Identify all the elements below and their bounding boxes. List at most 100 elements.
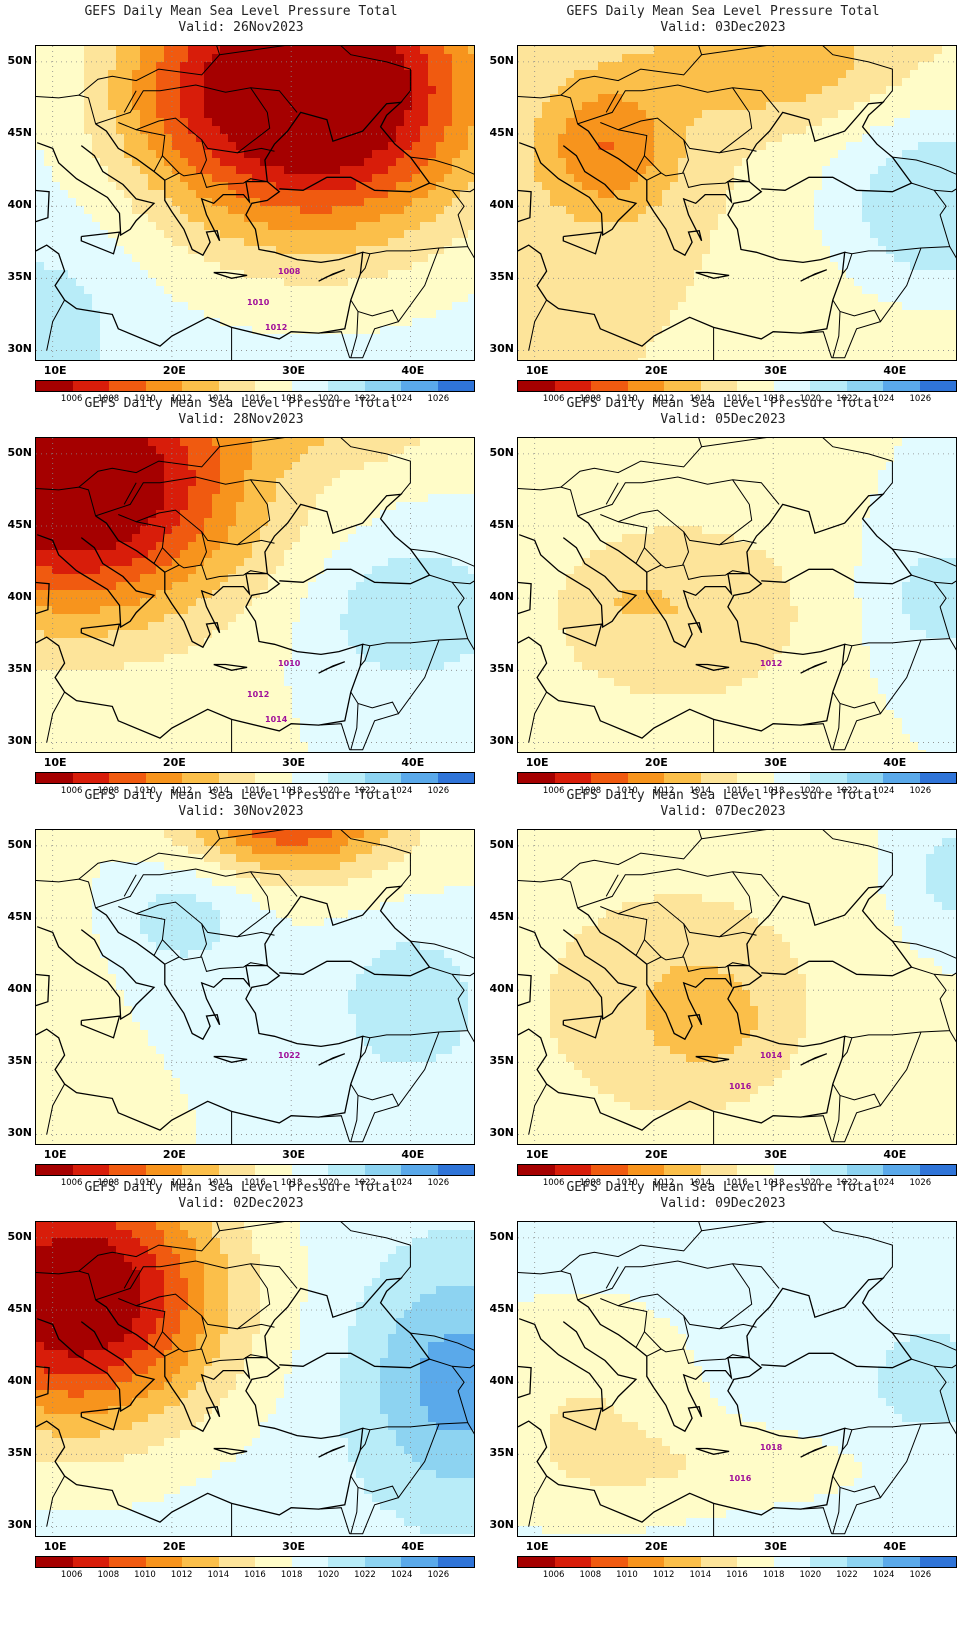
lon-label: 20E bbox=[162, 1540, 186, 1553]
panel-title: GEFS Daily Mean Sea Level Pressure Total bbox=[566, 4, 880, 19]
coastline bbox=[213, 663, 248, 671]
coastline bbox=[36, 515, 364, 739]
colorbar-label: 1022 bbox=[354, 786, 376, 796]
lat-label: 40N bbox=[7, 982, 32, 996]
lat-label: 45N bbox=[7, 518, 32, 532]
map-panel: GEFS Daily Mean Sea Level Pressure Total… bbox=[0, 784, 482, 1194]
country-border bbox=[136, 521, 180, 566]
panel-valid-date: Valid: 09Dec2023 bbox=[660, 1196, 786, 1211]
colorbar-swatch bbox=[773, 1165, 810, 1175]
country-border bbox=[701, 438, 767, 448]
country-border bbox=[618, 521, 662, 566]
country-border bbox=[719, 539, 757, 546]
country-border bbox=[577, 1260, 753, 1330]
lon-label: 40E bbox=[883, 1540, 907, 1553]
colorbar-label: 1018 bbox=[280, 1570, 303, 1580]
colorbar-swatch bbox=[437, 1165, 474, 1175]
colorbar-swatch bbox=[664, 1557, 701, 1567]
country-border bbox=[78, 1222, 221, 1272]
colorbar-swatch bbox=[364, 381, 401, 391]
colorbar-swatch bbox=[182, 1165, 219, 1175]
colorbar-label: 1014 bbox=[207, 1570, 230, 1580]
country-border bbox=[719, 1323, 757, 1330]
country-border bbox=[617, 547, 645, 565]
colorbar-swatch bbox=[401, 1557, 438, 1567]
colorbar-swatch bbox=[109, 1165, 146, 1175]
colorbar-swatch bbox=[364, 1557, 401, 1567]
colorbar-label: 1016 bbox=[726, 786, 748, 796]
colorbar-label: 1008 bbox=[579, 1178, 602, 1188]
colorbar-label: 1010 bbox=[616, 1570, 638, 1580]
lat-label: 40N bbox=[7, 590, 32, 604]
lat-label: 30N bbox=[489, 1518, 514, 1532]
country-border bbox=[78, 830, 221, 880]
colorbar-swatch bbox=[72, 381, 109, 391]
coastline bbox=[36, 581, 50, 615]
lat-label: 50N bbox=[7, 1229, 32, 1243]
country-border bbox=[701, 46, 767, 56]
country-border bbox=[200, 923, 208, 958]
lat-label: 30N bbox=[7, 734, 32, 748]
country-border bbox=[340, 830, 411, 887]
colorbar-swatch bbox=[291, 1557, 328, 1567]
pressure-field bbox=[36, 1222, 474, 1536]
lon-label: 40E bbox=[883, 756, 907, 769]
colorbar-swatch bbox=[145, 773, 182, 783]
pressure-map: 1018 1016 bbox=[517, 1221, 957, 1537]
country-border bbox=[164, 564, 268, 580]
colorbar-label: 1016 bbox=[726, 394, 748, 404]
country-border bbox=[800, 1507, 833, 1534]
lon-label: 10E bbox=[525, 1540, 549, 1553]
coastline bbox=[800, 1445, 828, 1458]
country-border bbox=[719, 147, 757, 154]
pressure-map: 1010 1012 1014 bbox=[35, 437, 475, 753]
map-panel: GEFS Daily Mean Sea Level Pressure Total… bbox=[482, 1176, 964, 1586]
colorbar-swatch bbox=[554, 381, 591, 391]
colorbar-swatch bbox=[737, 381, 774, 391]
colorbar-label: 1012 bbox=[170, 1570, 193, 1580]
colorbar-label: 1012 bbox=[652, 394, 675, 404]
country-border bbox=[822, 830, 893, 887]
lat-label: 30N bbox=[489, 342, 514, 356]
pressure-field: 1010 1012 1014 bbox=[36, 438, 474, 752]
country-border bbox=[528, 299, 548, 351]
colorbar-label: 1020 bbox=[317, 786, 340, 796]
lat-label: 40N bbox=[489, 982, 514, 996]
colorbar-label: 1014 bbox=[207, 1178, 230, 1188]
colorbar-swatch bbox=[737, 773, 774, 783]
colorbar-label: 1014 bbox=[689, 1178, 712, 1188]
country-border bbox=[617, 939, 645, 957]
coastline bbox=[518, 907, 846, 1131]
lat-label: 35N bbox=[7, 270, 32, 284]
coastline bbox=[80, 1015, 121, 1039]
country-border bbox=[136, 129, 180, 174]
colorbar-swatch bbox=[145, 381, 182, 391]
country-border bbox=[359, 253, 371, 275]
country-border bbox=[605, 90, 619, 113]
country-border bbox=[800, 1115, 833, 1142]
colorbar-swatch bbox=[810, 381, 847, 391]
colorbar-label: 1018 bbox=[762, 1178, 785, 1188]
colorbar-label: 1026 bbox=[427, 394, 450, 404]
pressure-map: 1012 bbox=[517, 437, 957, 753]
coastline bbox=[518, 1299, 846, 1523]
colorbar-swatch bbox=[627, 381, 664, 391]
country-border bbox=[250, 871, 298, 897]
country-border bbox=[95, 868, 271, 938]
contour-label: 1012 bbox=[760, 659, 782, 668]
colorbar-swatch bbox=[36, 1165, 73, 1175]
country-border bbox=[646, 172, 750, 188]
colorbar-label: 1008 bbox=[579, 394, 602, 404]
map-panel: GEFS Daily Mean Sea Level Pressure Total… bbox=[482, 392, 964, 802]
country-border bbox=[682, 139, 690, 174]
colorbar-swatch bbox=[554, 773, 591, 783]
lat-label: 45N bbox=[489, 1302, 514, 1316]
colorbar-label: 1020 bbox=[317, 1570, 340, 1580]
colorbar-label: 1014 bbox=[689, 394, 712, 404]
coastline bbox=[36, 189, 50, 223]
colorbar-label: 1010 bbox=[134, 786, 156, 796]
colorbar-label: 1024 bbox=[872, 786, 895, 796]
country-border bbox=[577, 476, 753, 546]
colorbar-label: 1006 bbox=[60, 1570, 83, 1580]
colorbar-swatch bbox=[591, 773, 628, 783]
